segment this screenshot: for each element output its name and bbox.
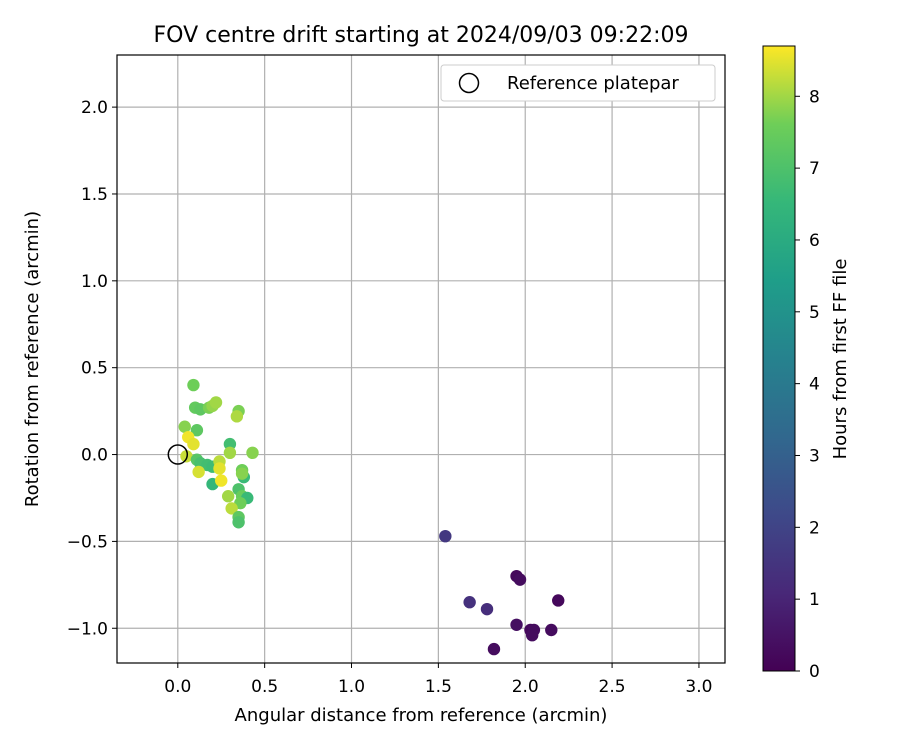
data-point (463, 596, 476, 609)
data-point (487, 642, 501, 656)
y-tick-label: 2.0 (81, 98, 108, 118)
data-point (221, 490, 235, 503)
data-point (510, 618, 523, 631)
data-point (480, 602, 494, 616)
grid-lines (117, 55, 725, 663)
legend-box (440, 64, 716, 102)
data-point (178, 420, 191, 433)
data-point (192, 465, 205, 479)
data-point (235, 467, 249, 480)
colorbar-tick-label: 0 (809, 662, 820, 682)
colorbar-tick-label: 3 (809, 446, 820, 466)
data-point (190, 424, 204, 437)
colorbar-tick-label: 8 (809, 87, 820, 107)
data-point (525, 629, 539, 642)
colorbar-tick-label: 1 (809, 590, 820, 610)
x-tick-label: 2.5 (599, 677, 626, 697)
data-point (223, 437, 237, 451)
reference-platepar-marker (167, 444, 189, 465)
legend-reference-marker (458, 72, 480, 94)
data-point (439, 529, 452, 543)
x-tick-label: 3.0 (685, 677, 712, 697)
colorbar-label: Hours from first FF file (830, 259, 851, 460)
x-tick-label: 0.0 (164, 677, 191, 697)
y-axis-label: Rotation from reference (arcmin) (22, 211, 43, 507)
chart-title: FOV centre drift starting at 2024/09/03 … (154, 23, 689, 48)
y-tick-label: 0.0 (81, 446, 108, 466)
colorbar: 0 1 2 3 4 5 6 7 8 Hours from first FF file (762, 45, 851, 682)
x-tick-label: 1.5 (425, 677, 452, 697)
x-tick-label: 2.0 (512, 677, 539, 697)
data-points (178, 378, 565, 656)
data-point (187, 378, 200, 392)
data-point (513, 573, 527, 586)
data-point (225, 502, 238, 515)
data-point (246, 446, 259, 460)
data-point (209, 396, 223, 409)
colorbar-tick-label: 2 (809, 518, 820, 538)
legend-entry-reference: Reference platepar (507, 73, 679, 94)
data-point (232, 516, 245, 529)
colorbar-ticks: 0 1 2 3 4 5 6 7 8 (795, 87, 820, 682)
data-point (552, 594, 565, 607)
x-tick-label: 1.0 (338, 677, 365, 697)
plot-frame (116, 54, 726, 664)
legend: Reference platepar (440, 64, 716, 102)
colorbar-tick-label: 7 (809, 159, 820, 179)
y-tick-label: −1.0 (67, 619, 108, 639)
data-point (213, 462, 226, 475)
colorbar-tick-label: 6 (809, 231, 820, 251)
y-tick-label: 1.5 (81, 185, 108, 205)
y-tick-label: 0.5 (81, 359, 108, 379)
x-axis-ticks: 0.0 0.5 1.0 1.5 2.0 2.5 3.0 (164, 663, 712, 697)
colorbar-tick-label: 5 (809, 303, 820, 323)
data-point (230, 410, 244, 423)
data-point (223, 446, 237, 460)
y-axis-ticks: −1.0 −0.5 0.0 0.5 1.0 1.5 2.0 (67, 98, 117, 639)
x-axis-label: Angular distance from reference (arcmin) (235, 705, 608, 726)
reference-marker-layer (167, 444, 189, 465)
y-tick-label: −0.5 (67, 532, 108, 552)
colorbar-gradient (762, 45, 796, 672)
x-tick-label: 0.5 (251, 677, 278, 697)
data-point (545, 623, 558, 637)
data-point (215, 474, 228, 487)
colorbar-tick-label: 4 (809, 375, 820, 395)
data-point (187, 437, 200, 451)
y-tick-label: 1.0 (81, 272, 108, 292)
